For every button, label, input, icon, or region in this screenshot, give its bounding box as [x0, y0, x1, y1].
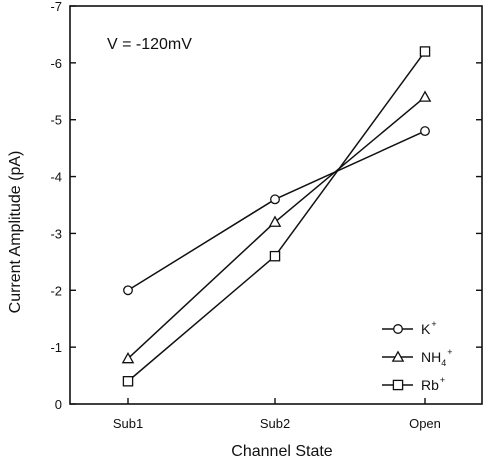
y-tick-label: -3 [50, 226, 62, 241]
legend: K+ NH4+ Rb+ [382, 319, 453, 393]
data-point-circle [270, 194, 280, 205]
series-line [127, 51, 426, 382]
y-tick-label: -6 [50, 56, 62, 71]
legend-label: Rb+ [421, 375, 445, 393]
legend-marker-triangle [391, 350, 405, 362]
data-point-triangle [418, 90, 432, 102]
legend-marker-square [392, 379, 404, 391]
data-point-circle [420, 126, 430, 137]
x-axis-title: Channel State [231, 443, 333, 460]
y-tick-label: 0 [55, 397, 62, 412]
data-point-square [419, 46, 431, 57]
legend-item: Rb+ [382, 375, 445, 393]
x-tick-label: Sub1 [113, 416, 143, 431]
plot-frame [69, 5, 483, 405]
series-line [127, 96, 426, 360]
y-axis-title: Current Amplitude (pA) [7, 151, 24, 314]
series-triangle [121, 90, 432, 364]
data-point-square [269, 250, 281, 262]
y-tick-label: -5 [50, 113, 62, 128]
x-tick-label: Sub2 [260, 416, 290, 431]
series-circle [123, 126, 430, 296]
data-point-triangle [121, 351, 135, 364]
legend-item: K+ [382, 319, 437, 337]
series-square [122, 46, 431, 387]
y-tick-label: -1 [50, 340, 62, 355]
series-layer [121, 46, 432, 387]
legend-item: NH4+ [382, 347, 453, 368]
legend-marker-circle [393, 324, 403, 334]
y-tick-label: -4 [50, 170, 62, 185]
data-point-square [122, 376, 134, 387]
legend-label: K+ [421, 319, 437, 337]
x-tick-label: Open [409, 416, 441, 431]
axes: 0 -1 -2 -3 -4 -5 -6 -7 Sub1 Sub2 Open [50, 0, 483, 431]
data-point-triangle [268, 215, 282, 227]
series-line [127, 130, 426, 291]
y-tick-label: -2 [50, 283, 62, 298]
voltage-annotation: V = -120mV [107, 36, 192, 53]
legend-label: NH4+ [421, 347, 453, 368]
data-point-circle [123, 285, 133, 296]
y-tick-label: -7 [50, 0, 62, 14]
